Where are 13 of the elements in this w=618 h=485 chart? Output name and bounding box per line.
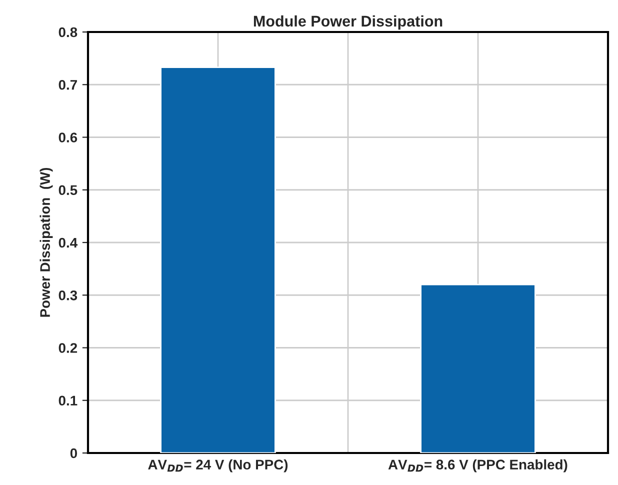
y-tick-label: 0.6 bbox=[58, 132, 78, 142]
y-tick-label: 0.3 bbox=[58, 290, 78, 300]
y-tick-label: 0.1 bbox=[58, 396, 78, 406]
y-tick-label: 0.8 bbox=[58, 27, 78, 38]
y-tick-label: 0.5 bbox=[58, 185, 78, 196]
y-tick-label: 0 bbox=[70, 448, 78, 458]
y-axis-title: Power Dissipation (W) bbox=[40, 168, 53, 317]
y-tick-label: 0.2 bbox=[58, 343, 78, 353]
chart-title: Module Power Dissipation bbox=[254, 15, 442, 30]
y-tick-label: 0.7 bbox=[58, 80, 77, 90]
x-tick-label: AV$_{DD}$= 24 V (No PPC) bbox=[148, 459, 288, 472]
y-tick-label: 0.4 bbox=[58, 238, 78, 248]
x-tick-label: AV$_{DD}$= 8.6 V (PPC Enabled) bbox=[388, 459, 568, 472]
